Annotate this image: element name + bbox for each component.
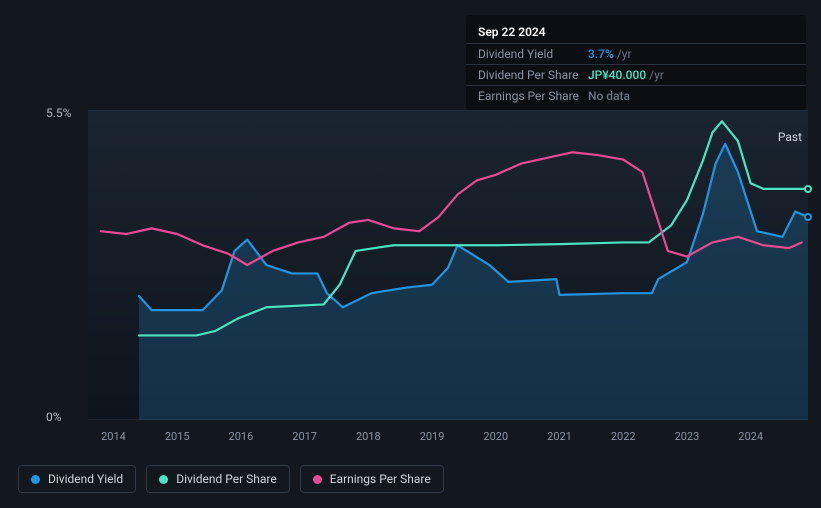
tooltip-row: Earnings Per ShareNo data bbox=[466, 85, 806, 106]
tooltip-date: Sep 22 2024 bbox=[466, 21, 806, 43]
y-axis-min-label: 0% bbox=[46, 410, 74, 424]
legend-item[interactable]: Dividend Yield bbox=[18, 465, 136, 493]
legend: Dividend Yield Dividend Per Share Earnings… bbox=[18, 465, 444, 493]
x-axis: 2014 2015 2016 2017 2018 2019 2020 2021 2022 2023… bbox=[18, 430, 808, 450]
tooltip-row-label: Dividend Yield bbox=[478, 47, 588, 61]
plot-region: Past bbox=[88, 110, 808, 420]
x-tick: 2022 bbox=[611, 430, 636, 443]
legend-label: Earnings Per Share bbox=[330, 472, 431, 486]
tooltip-row-label: Earnings Per Share bbox=[478, 89, 588, 103]
series-end-marker-dividend_yield bbox=[804, 213, 812, 221]
legend-dot-icon bbox=[159, 475, 168, 484]
past-label: Past bbox=[778, 130, 802, 144]
legend-dot-icon bbox=[313, 475, 322, 484]
series-end-marker-dividend_per_share bbox=[804, 185, 812, 193]
x-tick: 2015 bbox=[165, 430, 190, 443]
legend-item[interactable]: Dividend Per Share bbox=[146, 465, 290, 493]
x-tick: 2021 bbox=[547, 430, 572, 443]
legend-label: Dividend Per Share bbox=[176, 472, 277, 486]
tooltip-row: Dividend Per ShareJP¥40.000/yr bbox=[466, 64, 806, 85]
tooltip-box: Sep 22 2024 Dividend Yield3.7%/yrDividen… bbox=[466, 15, 806, 112]
chart-area: 5.5% 0% Past bbox=[18, 110, 808, 420]
legend-label: Dividend Yield bbox=[48, 472, 123, 486]
legend-item[interactable]: Earnings Per Share bbox=[300, 465, 444, 493]
x-tick: 2014 bbox=[101, 430, 126, 443]
legend-dot-icon bbox=[31, 475, 40, 484]
x-tick: 2017 bbox=[292, 430, 317, 443]
x-tick: 2016 bbox=[229, 430, 254, 443]
tooltip-row: Dividend Yield3.7%/yr bbox=[466, 43, 806, 64]
tooltip-row-label: Dividend Per Share bbox=[478, 68, 588, 82]
x-tick: 2020 bbox=[483, 430, 508, 443]
x-tick: 2019 bbox=[420, 430, 445, 443]
tooltip-row-value: JP¥40.000/yr bbox=[588, 68, 664, 82]
y-axis-max-label: 5.5% bbox=[46, 106, 74, 120]
tooltip-row-value: 3.7%/yr bbox=[588, 47, 632, 61]
tooltip-row-value: No data bbox=[588, 89, 630, 103]
x-tick: 2024 bbox=[738, 430, 763, 443]
x-tick: 2018 bbox=[356, 430, 381, 443]
x-tick: 2023 bbox=[675, 430, 700, 443]
chart-svg bbox=[88, 110, 808, 420]
